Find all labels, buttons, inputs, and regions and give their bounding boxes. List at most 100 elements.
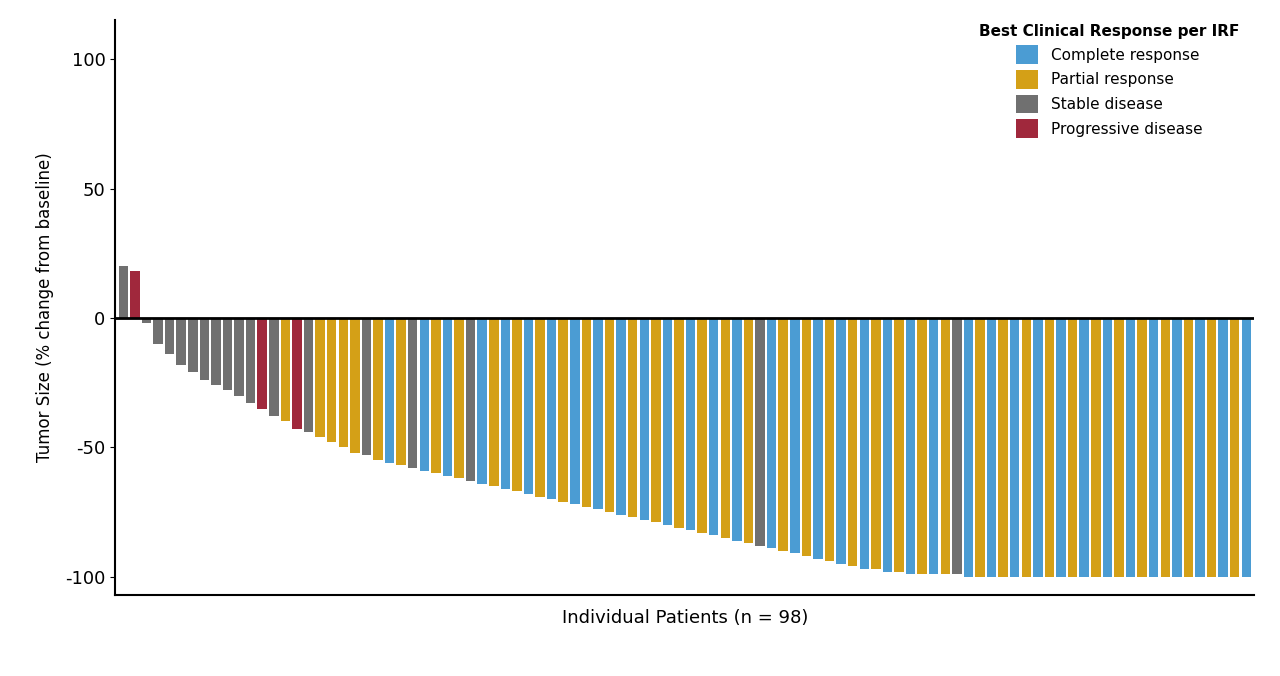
Bar <box>640 318 649 520</box>
Bar <box>292 318 302 429</box>
Bar <box>1056 318 1066 577</box>
Bar <box>1196 318 1204 577</box>
Bar <box>628 318 637 517</box>
Bar <box>397 318 406 466</box>
Bar <box>663 318 672 525</box>
Bar <box>975 318 984 577</box>
Bar <box>581 318 591 507</box>
Bar <box>1126 318 1135 577</box>
Bar <box>234 318 243 395</box>
Bar <box>767 318 777 548</box>
Bar <box>154 318 163 344</box>
Bar <box>1033 318 1043 577</box>
Bar <box>535 318 545 497</box>
Bar <box>1230 318 1239 577</box>
Bar <box>431 318 440 473</box>
Y-axis label: Tumor Size (% change from baseline): Tumor Size (% change from baseline) <box>36 153 54 462</box>
Bar <box>512 318 522 491</box>
Bar <box>188 318 197 372</box>
Bar <box>303 318 314 432</box>
Bar <box>466 318 475 481</box>
Bar <box>1149 318 1158 577</box>
Bar <box>547 318 557 499</box>
Bar <box>824 318 835 561</box>
Bar <box>315 318 325 437</box>
Bar <box>420 318 429 470</box>
Bar <box>744 318 753 543</box>
Bar <box>131 271 140 318</box>
Bar <box>374 318 383 460</box>
Bar <box>801 318 812 556</box>
Bar <box>1091 318 1101 577</box>
Bar <box>1184 318 1193 577</box>
Bar <box>998 318 1007 577</box>
Bar <box>1079 318 1089 577</box>
Bar <box>338 318 348 448</box>
Bar <box>1044 318 1055 577</box>
Bar <box>1021 318 1032 577</box>
Bar <box>1207 318 1216 577</box>
Bar <box>223 318 232 391</box>
Legend: Complete response, Partial response, Stable disease, Progressive disease: Complete response, Partial response, Sta… <box>972 16 1247 146</box>
Bar <box>1219 318 1228 577</box>
Bar <box>362 318 371 455</box>
Bar <box>477 318 486 483</box>
Bar <box>987 318 996 577</box>
Bar <box>177 318 186 364</box>
Bar <box>351 318 360 452</box>
Bar <box>558 318 568 502</box>
Bar <box>257 318 268 408</box>
Bar <box>859 318 869 569</box>
Bar <box>1172 318 1181 577</box>
Bar <box>847 318 858 566</box>
Bar <box>813 318 823 558</box>
Bar <box>165 318 174 354</box>
Bar <box>489 318 498 486</box>
Bar <box>1161 318 1170 577</box>
Bar <box>652 318 660 523</box>
Bar <box>1138 318 1147 577</box>
Bar <box>280 318 291 421</box>
Bar <box>755 318 764 546</box>
Bar <box>721 318 730 538</box>
Bar <box>686 318 695 530</box>
Bar <box>500 318 511 489</box>
Bar <box>1010 318 1019 577</box>
Bar <box>454 318 463 479</box>
Bar <box>918 318 927 574</box>
Bar <box>732 318 741 541</box>
Bar <box>385 318 394 463</box>
Bar <box>952 318 961 574</box>
Bar <box>709 318 718 535</box>
Bar <box>605 318 614 512</box>
Bar <box>1068 318 1078 577</box>
Bar <box>211 318 220 385</box>
Bar <box>570 318 580 504</box>
Bar <box>593 318 603 510</box>
Bar <box>872 318 881 569</box>
Bar <box>443 318 452 476</box>
Bar <box>895 318 904 572</box>
Bar <box>1242 318 1251 577</box>
Bar <box>200 318 209 380</box>
Bar <box>617 318 626 514</box>
Bar <box>883 318 892 572</box>
Bar <box>906 318 915 574</box>
Bar <box>326 318 337 442</box>
X-axis label: Individual Patients (n = 98): Individual Patients (n = 98) <box>562 609 808 627</box>
Bar <box>778 318 788 551</box>
Bar <box>941 318 950 574</box>
Bar <box>675 318 684 527</box>
Bar <box>119 266 128 318</box>
Bar <box>1102 318 1112 577</box>
Bar <box>790 318 800 554</box>
Bar <box>524 318 534 494</box>
Bar <box>836 318 846 564</box>
Bar <box>408 318 417 468</box>
Bar <box>698 318 707 533</box>
Bar <box>964 318 973 577</box>
Bar <box>1114 318 1124 577</box>
Bar <box>929 318 938 574</box>
Bar <box>246 318 256 404</box>
Bar <box>269 318 279 416</box>
